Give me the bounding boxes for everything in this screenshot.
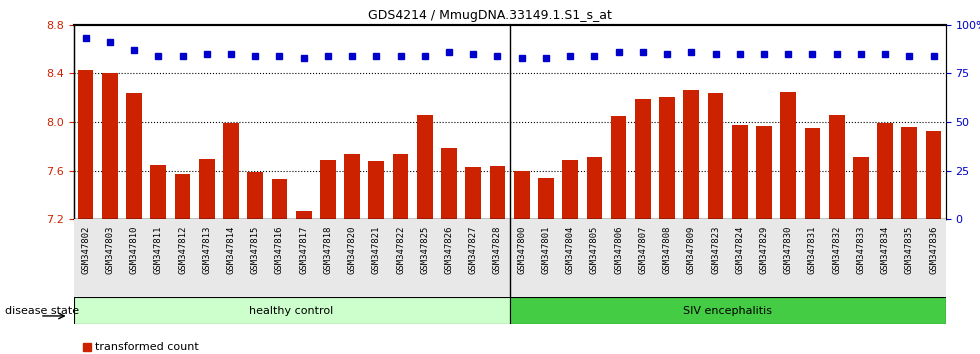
Text: GSM347817: GSM347817 [299,226,308,274]
Bar [732,125,748,219]
Text: GSM347833: GSM347833 [857,226,865,274]
Bar [416,115,433,219]
Text: GSM347836: GSM347836 [929,226,938,274]
Bar [514,171,529,219]
Text: GSM347827: GSM347827 [468,226,478,274]
Text: GSM347831: GSM347831 [808,226,817,274]
Text: GSM347812: GSM347812 [178,226,187,274]
Text: GSM347825: GSM347825 [420,226,429,274]
Text: GSM347832: GSM347832 [832,226,841,274]
Text: SIV encephalitis: SIV encephalitis [683,306,772,316]
Bar [296,211,312,219]
Bar [510,297,946,324]
Text: GSM347829: GSM347829 [760,226,768,274]
Bar [74,297,510,324]
Text: GSM347835: GSM347835 [905,226,914,274]
Text: GSM347801: GSM347801 [541,226,551,274]
Text: GSM347810: GSM347810 [129,226,138,274]
Text: GSM347811: GSM347811 [154,226,163,274]
Text: GSM347807: GSM347807 [638,226,648,274]
Bar [708,93,723,219]
Text: GSM347815: GSM347815 [251,226,260,274]
Bar [344,154,360,219]
Bar [780,92,796,219]
Text: GSM347826: GSM347826 [445,226,454,274]
Text: GSM347834: GSM347834 [881,226,890,274]
Bar [77,70,93,219]
Text: GSM347820: GSM347820 [348,226,357,274]
Text: GSM347823: GSM347823 [711,226,720,274]
Text: GSM347809: GSM347809 [687,226,696,274]
Text: GSM347804: GSM347804 [565,226,574,274]
Bar [199,159,215,219]
Text: GSM347830: GSM347830 [784,226,793,274]
Bar [805,128,820,219]
Text: GSM347808: GSM347808 [662,226,671,274]
Text: GSM347806: GSM347806 [614,226,623,274]
Bar [174,175,190,219]
Bar [902,127,917,219]
Bar [368,161,384,219]
Bar [393,154,409,219]
Bar [126,93,142,219]
Bar [635,99,651,219]
Bar [441,148,457,219]
Bar [150,165,167,219]
Text: GSM347800: GSM347800 [517,226,526,274]
Text: GSM347805: GSM347805 [590,226,599,274]
Bar [660,97,675,219]
Text: GSM347828: GSM347828 [493,226,502,274]
Bar [853,158,869,219]
Bar [223,123,239,219]
Bar [490,166,506,219]
Bar [538,178,554,219]
Text: GSM347824: GSM347824 [735,226,744,274]
Bar [611,116,626,219]
Text: GSM347822: GSM347822 [396,226,405,274]
Text: GSM347818: GSM347818 [323,226,332,274]
Bar [829,115,845,219]
Bar [320,160,336,219]
Text: GSM347821: GSM347821 [371,226,381,274]
Bar [102,73,118,219]
Bar [877,123,893,219]
Text: healthy control: healthy control [250,306,333,316]
Text: GSM347816: GSM347816 [275,226,284,274]
Text: GDS4214 / MmugDNA.33149.1.S1_s_at: GDS4214 / MmugDNA.33149.1.S1_s_at [368,9,612,22]
Text: GSM347814: GSM347814 [226,226,235,274]
Text: transformed count: transformed count [95,342,199,352]
Text: GSM347803: GSM347803 [105,226,115,274]
Bar [926,131,942,219]
Text: GSM347802: GSM347802 [81,226,90,274]
Bar [563,160,578,219]
Text: GSM347813: GSM347813 [202,226,212,274]
Text: disease state: disease state [5,306,79,316]
Bar [466,167,481,219]
Bar [586,158,603,219]
Bar [683,91,699,219]
Bar [247,172,263,219]
Bar [757,126,772,219]
Bar [271,179,287,219]
